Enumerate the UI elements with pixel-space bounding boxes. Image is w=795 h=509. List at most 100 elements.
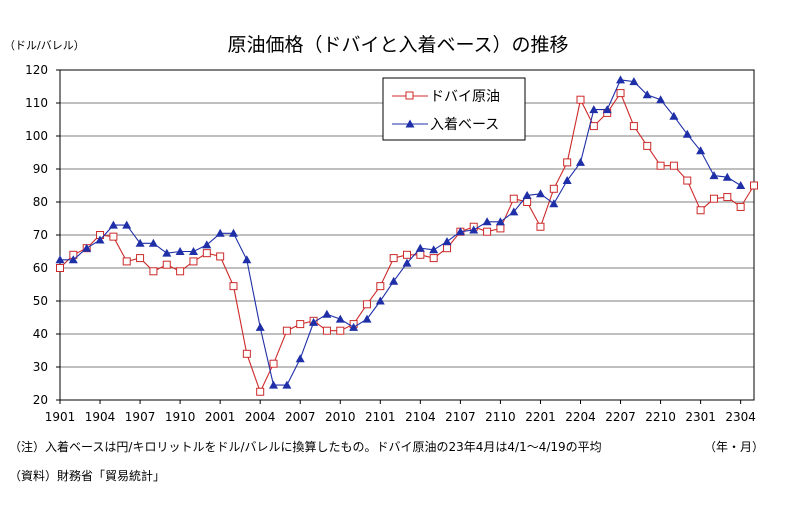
data-point [483,227,492,236]
x-axis-ticks: 1901 1904 1907 1910 2001 2004 2007 2010 2101 2104… [45,400,756,424]
data-point [282,326,291,335]
data-point [616,89,625,98]
data-point [269,359,278,368]
data-point [469,225,479,234]
data-point [403,250,411,259]
data-point [616,75,625,84]
x-tick-label: 2207 [605,410,636,424]
data-point [149,267,158,276]
data-point [482,217,492,226]
data-point [736,202,745,211]
y-tick-label: 20 [33,393,48,407]
data-point [750,181,758,190]
data-point [135,238,145,247]
data-point [709,194,718,203]
x-tick-label: 2007 [285,410,316,424]
data-point [56,264,64,272]
data-point [495,217,505,226]
y-tick-label: 90 [33,162,48,176]
data-point [295,354,305,363]
data-point [696,146,706,155]
data-point [576,95,585,104]
data-point [296,320,305,329]
data-point [549,184,558,193]
data-point [68,255,78,264]
series-line [60,79,741,386]
legend-marker-arrival [405,119,415,128]
data-point [629,122,638,131]
data-point [723,193,732,202]
data-point [536,222,545,231]
data-point [389,254,398,263]
data-point [523,198,532,206]
data-point [95,235,105,244]
data-point [322,309,332,318]
x-tick-label: 2204 [565,410,596,424]
chart-title: 原油価格（ドバイと入着ベース）の推移 [227,34,568,56]
data-point [629,77,639,86]
data-point [602,105,612,114]
y-tick-label: 110 [25,96,48,110]
data-point [322,326,331,335]
y-tick-label: 100 [25,129,48,143]
data-point [563,158,572,167]
x-tick-label: 2101 [365,410,396,424]
y-axis-ticks: 20 30 40 50 60 70 80 90 100 110 120 [25,63,60,407]
data-point [335,314,345,323]
data-point [229,282,238,291]
x-tick-label: 2107 [445,410,476,424]
data-point [229,228,238,237]
data-point [109,232,118,241]
y-tick-label: 60 [33,261,48,275]
series-1 [55,75,746,389]
y-tick-label: 50 [33,294,48,308]
data-point [362,314,372,323]
data-point [136,254,145,263]
data-point [443,244,452,253]
data-point [175,247,185,255]
data-point [736,181,746,189]
x-tick-label: 2104 [405,410,436,424]
data-point [429,254,438,263]
data-point [215,228,225,237]
y-tick-label: 70 [33,228,48,242]
data-point [122,220,132,229]
data-point [683,176,692,185]
data-point [122,257,131,266]
data-point [376,282,385,291]
x-tick-label: 2004 [245,410,276,424]
data-point [108,220,118,229]
x-tick-label: 2210 [645,410,676,424]
series-layer [55,75,758,396]
data-point [656,95,666,104]
data-point [709,171,719,180]
plot-area [59,69,755,401]
y-tick-label: 40 [33,327,48,341]
y-tick-label: 30 [33,360,48,374]
x-tick-label: 1907 [125,410,156,424]
data-point [242,349,251,358]
data-point [389,276,399,285]
data-point [642,90,652,99]
x-tick-label: 2110 [485,410,516,424]
data-point [375,296,385,305]
legend-label-arrival: 入着ベース [430,117,499,133]
legend: ドバイ原油 入着ベース [382,77,526,141]
data-point [162,260,171,269]
data-point [349,322,359,331]
data-point [176,267,185,276]
data-point [162,248,172,257]
data-point [189,257,198,266]
data-point [589,105,599,114]
x-tick-label: 2001 [205,410,236,424]
data-point [509,194,518,203]
data-point [656,161,665,170]
data-point [696,206,705,215]
data-point [55,255,65,264]
source-text: （資料）財務省「貿易統計」 [9,469,166,483]
data-point [549,199,559,208]
series-0 [56,89,758,396]
data-point [496,224,505,233]
x-tick-label: 1910 [165,410,196,424]
